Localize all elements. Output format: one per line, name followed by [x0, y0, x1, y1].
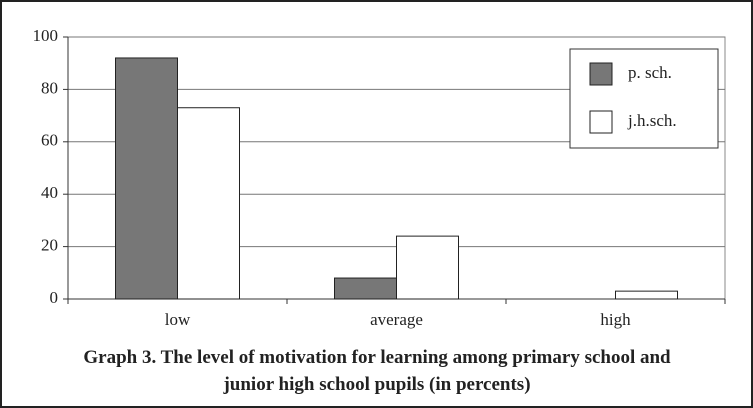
y-tick-label: 40: [41, 183, 58, 202]
legend-swatch: [589, 110, 613, 134]
x-tick-label: high: [600, 310, 631, 329]
y-tick-label: 20: [41, 236, 58, 255]
y-tick-label: 100: [33, 26, 59, 45]
bar: [334, 277, 397, 300]
legend-swatch: [589, 62, 613, 86]
chart-title: Graph 3. The level of motivation for lea…: [83, 347, 671, 395]
bar: [115, 57, 178, 300]
y-tick-label: 80: [41, 78, 58, 97]
bar: [177, 107, 240, 300]
y-tick-label: 60: [41, 131, 58, 150]
bar: [615, 290, 678, 300]
y-tick-label: 0: [50, 288, 59, 307]
legend-label: p. sch.: [628, 63, 672, 82]
legend-label: j.h.sch.: [627, 111, 677, 130]
x-tick-label: average: [370, 310, 423, 329]
bar: [396, 235, 459, 300]
x-tick-label: low: [165, 310, 191, 329]
